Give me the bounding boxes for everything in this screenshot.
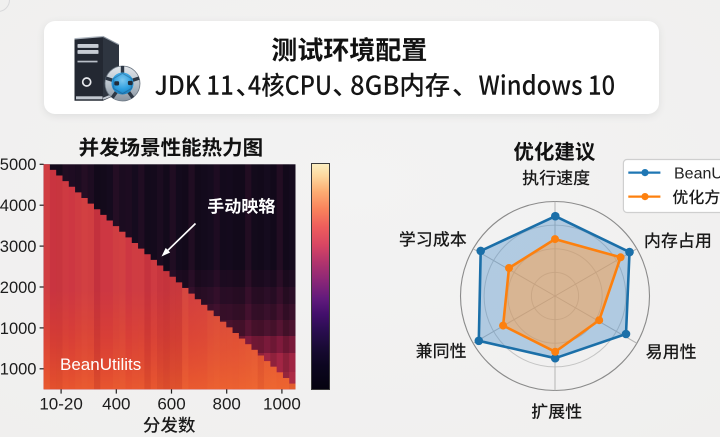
svg-text:4000: 4000	[0, 197, 37, 215]
svg-text:5000: 5000	[0, 156, 37, 174]
svg-text:1000: 1000	[0, 320, 37, 338]
svg-text:1000: 1000	[0, 361, 37, 379]
svg-text:800: 800	[213, 395, 241, 414]
svg-text:2000: 2000	[0, 279, 37, 297]
svg-text:3000: 3000	[0, 238, 37, 256]
svg-text:BeanUtils: BeanUtils	[674, 165, 720, 182]
svg-text:BeanUtilits: BeanUtilits	[60, 355, 141, 374]
svg-text:600: 600	[157, 395, 185, 414]
svg-text:400: 400	[102, 395, 130, 414]
svg-text:10-20: 10-20	[39, 395, 82, 414]
svg-text:1000: 1000	[263, 395, 301, 414]
